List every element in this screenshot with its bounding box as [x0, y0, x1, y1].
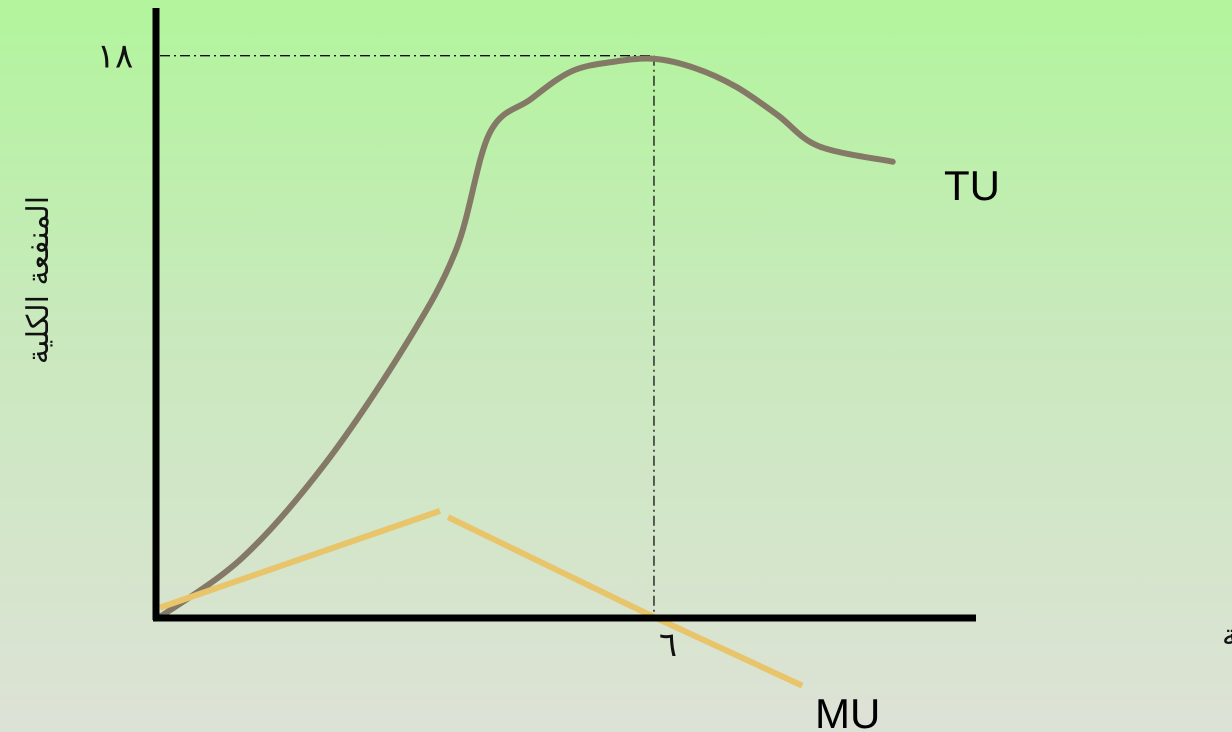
series-mu-segment — [159, 508, 441, 611]
series-label-mu: MU — [815, 690, 880, 732]
series-mu-segment — [652, 614, 804, 689]
x-tick-label: ٦ — [659, 625, 677, 665]
series-mu-segment — [446, 514, 656, 620]
y-tick-label: ١٨ — [97, 37, 134, 77]
y-axis-label: المنفعة الكلية — [21, 196, 56, 364]
series-line-mu — [159, 508, 804, 689]
series-line-tu — [157, 55, 896, 620]
series-label-tu: TU — [944, 162, 1000, 209]
x-axis-label: الكمية — [1222, 618, 1232, 653]
